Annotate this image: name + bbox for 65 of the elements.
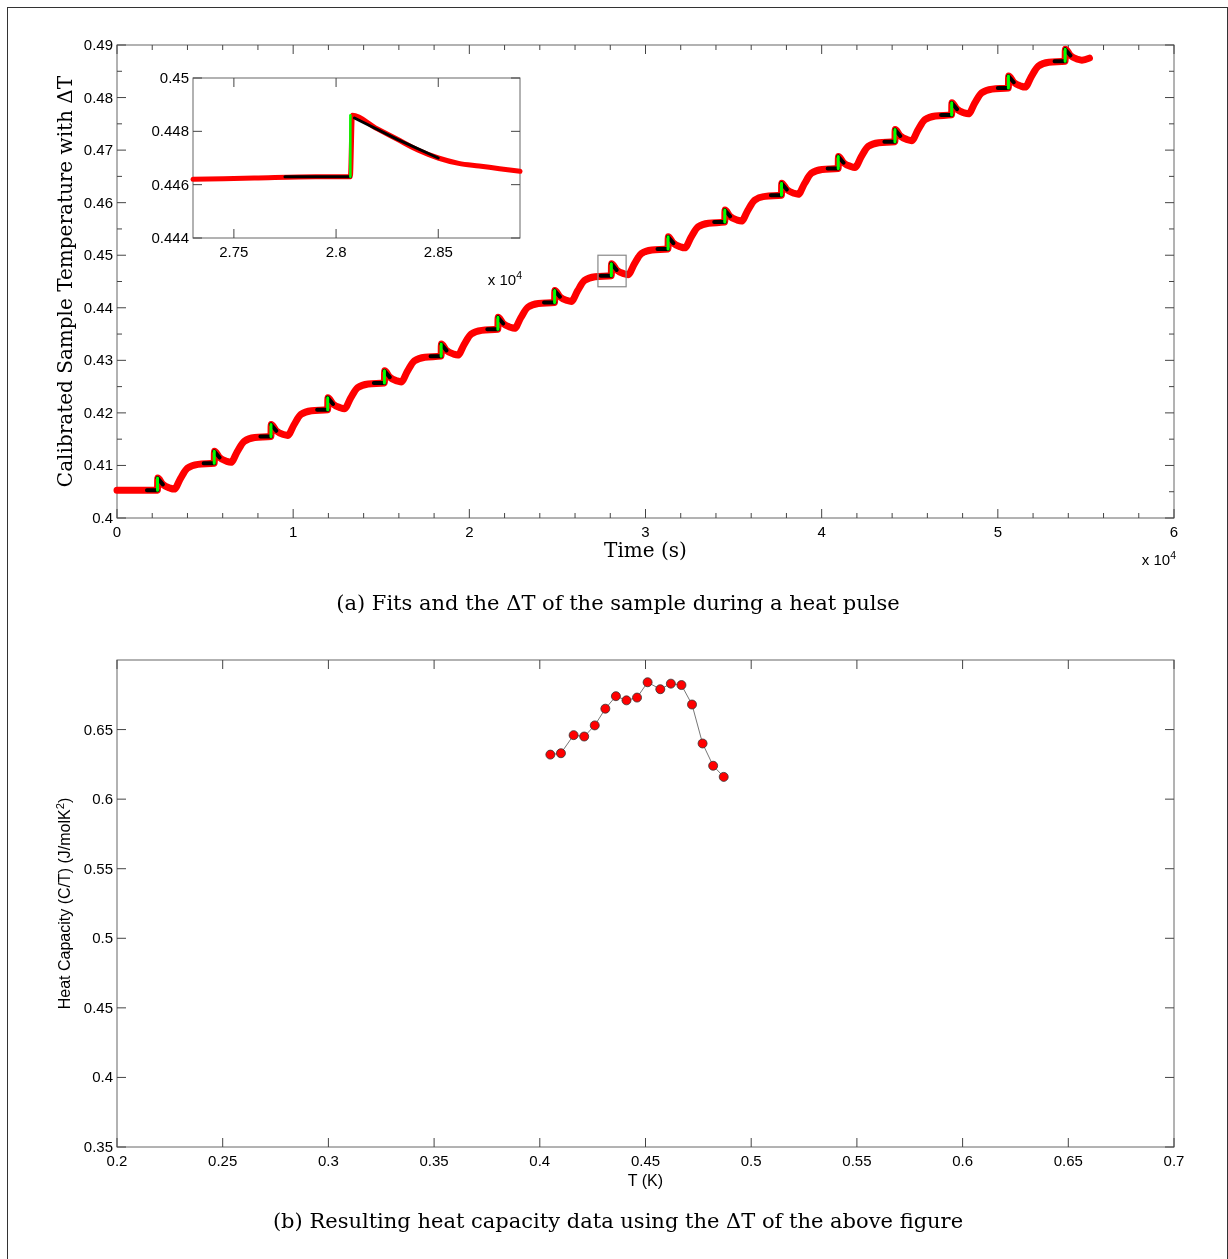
point xyxy=(665,678,676,689)
y-tick-label: 0.6 xyxy=(92,790,113,808)
y-tick-label: 0.43 xyxy=(83,351,113,369)
point xyxy=(676,680,687,690)
y-tick-label: 0.48 xyxy=(83,88,113,106)
x-tick-label: 0.7 xyxy=(1163,1152,1185,1169)
point xyxy=(655,684,666,695)
x-axis-title: Time (s) xyxy=(604,538,687,562)
y-tick-label: 0.55 xyxy=(83,859,113,877)
y-tick-label: 0.44 xyxy=(83,298,113,316)
x-tick-label: 0 xyxy=(112,523,122,540)
point xyxy=(568,730,579,741)
x-tick-label: 3 xyxy=(641,523,650,540)
y-tick-label: 0.5 xyxy=(92,929,113,947)
x-tick-label: 0.65 xyxy=(1053,1152,1083,1169)
x-tick-label: 0.2 xyxy=(106,1152,128,1169)
y-tick-label: 0.42 xyxy=(83,403,113,421)
y-tick-label: 0.46 xyxy=(83,193,113,211)
y-tick-label: 0.444 xyxy=(151,229,189,246)
y-tick-label: 0.45 xyxy=(83,998,113,1016)
x-tick-label: 6 xyxy=(1169,523,1179,540)
x-tick-label: 2 xyxy=(465,523,474,540)
x-tick-label: 2.85 xyxy=(423,243,453,260)
y-tick-label: 0.45 xyxy=(159,69,189,86)
x-tick-label: 0.25 xyxy=(208,1152,238,1169)
point xyxy=(556,748,566,759)
point xyxy=(687,699,697,710)
point xyxy=(589,720,600,731)
annotation: x 10$^{4}$ xyxy=(487,269,523,288)
point xyxy=(611,691,621,702)
y-tick-label: 0.41 xyxy=(83,456,113,474)
x-axis-title: T (K) xyxy=(627,1172,664,1189)
x-tick-label: 0.5 xyxy=(740,1152,762,1169)
point xyxy=(642,677,653,688)
y-tick-label: 0.448 xyxy=(151,122,189,140)
x-tick-label: 0.6 xyxy=(952,1152,974,1169)
x-tick-label: 0.45 xyxy=(630,1152,661,1169)
x-tick-label: 5 xyxy=(993,523,1003,540)
point xyxy=(708,760,719,771)
y-tick-label: 0.35 xyxy=(83,1138,113,1155)
y-axis-title: Calibrated Sample Temperature with ΔT xyxy=(53,75,77,488)
point xyxy=(579,731,590,742)
x-tick-label: 4 xyxy=(817,523,826,540)
text: (b) Resulting heat capacity data using the ΔT of the above figure xyxy=(272,1209,964,1233)
x-tick-label: 0.55 xyxy=(842,1152,872,1169)
point xyxy=(600,703,611,714)
x-tick-label: 1 xyxy=(288,523,298,540)
y-tick-label: 0.65 xyxy=(83,720,113,738)
point xyxy=(621,695,632,706)
x-tick-label: 0.4 xyxy=(529,1152,551,1169)
y-tick-label: 0.47 xyxy=(83,141,113,159)
point xyxy=(697,738,708,749)
point xyxy=(632,692,642,703)
y-tick-label: 0.4 xyxy=(92,509,113,526)
x-tick-label: 2.75 xyxy=(219,243,249,260)
y-tick-label: 0.4 xyxy=(92,1068,113,1086)
point xyxy=(718,771,729,782)
x-tick-label: 2.8 xyxy=(325,243,347,260)
x-tick-label: 0.3 xyxy=(317,1152,339,1169)
y-tick-label: 0.446 xyxy=(151,175,189,193)
y-tick-label: 0.49 xyxy=(83,36,113,53)
point xyxy=(545,749,556,760)
text: x 10$^{4}$ xyxy=(1141,549,1177,568)
text: (a) Fits and the ΔT of the sample during a heat pulse xyxy=(336,591,900,615)
x-tick-label: 0.35 xyxy=(419,1152,449,1169)
